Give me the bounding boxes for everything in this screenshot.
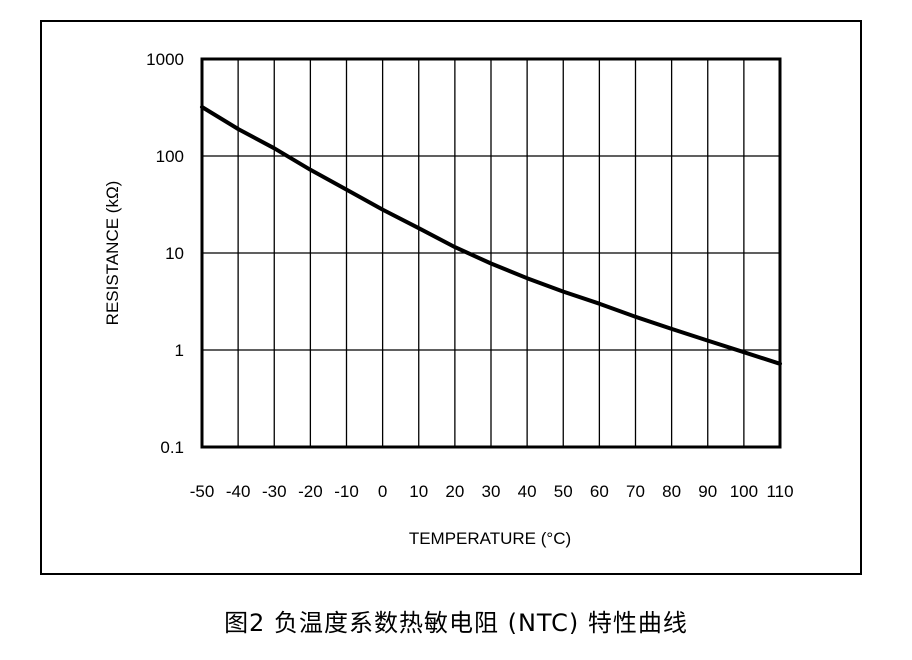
series-layer	[200, 105, 782, 366]
y-tick-labels: 0.1 1 10 100 1000	[146, 50, 184, 457]
x-tick-label: 70	[626, 482, 645, 501]
x-tick-label: 80	[662, 482, 681, 501]
x-tick-label: 40	[518, 482, 537, 501]
plot-area	[200, 57, 782, 449]
x-tick-label: -30	[262, 482, 287, 501]
x-tick-label: 90	[698, 482, 717, 501]
x-tick-label: 30	[482, 482, 501, 501]
y-tick-label: 100	[156, 147, 184, 166]
x-tick-label: -10	[334, 482, 359, 501]
y-tick-label: 1000	[146, 50, 184, 69]
y-tick-label: 10	[165, 244, 184, 263]
x-tick-labels: -50 -40 -30 -20 -10 0 10 20 30 40 50 60 70 80 90 100 110	[190, 482, 794, 501]
x-tick-label: 110	[766, 482, 793, 501]
grid	[201, 58, 781, 448]
x-tick-label: -20	[298, 482, 323, 501]
x-tick-label: 50	[554, 482, 573, 501]
figure-caption: 图2 负温度系数热敏电阻 (NTC) 特性曲线	[224, 609, 688, 637]
y-tick-label: 1	[175, 341, 184, 360]
x-tick-label: -40	[226, 482, 251, 501]
x-tick-label: 100	[730, 482, 758, 501]
x-tick-label: 20	[445, 482, 464, 501]
x-tick-label: 0	[378, 482, 387, 501]
chart-frame	[40, 20, 862, 575]
x-tick-label: 60	[590, 482, 609, 501]
y-tick-label: 0.1	[160, 438, 184, 457]
x-tick-label: -50	[190, 482, 215, 501]
chart: -50 -40 -30 -20 -10 0 10 20 30 40 50 60 70 80 90 100 110…	[103, 50, 794, 548]
series-line	[200, 105, 782, 366]
x-axis-label: TEMPERATURE (°C)	[409, 529, 571, 548]
y-axis-label: RESISTANCE (kΩ)	[103, 181, 122, 326]
x-tick-label: 10	[409, 482, 428, 501]
